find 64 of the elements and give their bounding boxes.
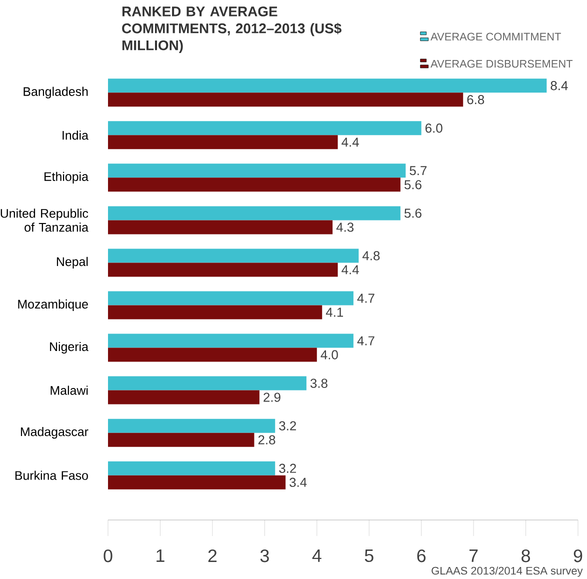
bar [108, 178, 400, 192]
data-label: 4.4 [342, 265, 359, 274]
data-label: 5.7 [410, 166, 427, 176]
bar [108, 475, 286, 490]
data-label: 4.7 [357, 336, 374, 346]
bar [108, 390, 260, 404]
x-tick-label: 7 [469, 550, 478, 562]
y-tick-label: Mozambique [18, 299, 88, 312]
x-tick-label: 3 [260, 550, 269, 562]
y-tick-label: United Republic of Tanzania [0, 208, 88, 232]
bar [108, 206, 400, 220]
y-tick-label: Malawi [50, 386, 88, 395]
bar [108, 461, 276, 476]
data-label: 5.6 [404, 208, 422, 218]
y-tick-label: Burkina Faso [15, 470, 88, 480]
bar [108, 248, 359, 263]
data-label: 3.8 [310, 378, 328, 388]
bar [108, 432, 254, 447]
data-label: 4.0 [320, 350, 338, 360]
data-label: 3.4 [290, 478, 307, 487]
data-label: 3.2 [279, 464, 296, 473]
x-tick-label: 9 [574, 550, 582, 562]
x-tick-label: 1 [156, 550, 164, 562]
bar [108, 92, 464, 107]
chart-title: RANKED BY AVERAGE COMMITMENTS, 2012–2013 (US$ MILLION) [122, 6, 342, 54]
data-label: 2.8 [258, 435, 276, 444]
data-label: 6.0 [426, 124, 442, 133]
x-tick-label: 6 [417, 550, 426, 562]
x-tick-label: 0 [104, 550, 112, 562]
x-tick-label: 5 [364, 550, 374, 562]
bar [108, 78, 547, 93]
bar [108, 376, 306, 390]
bar [108, 262, 338, 277]
data-label: 5.6 [404, 180, 422, 190]
legend-label: AVERAGE DISBURSEMENT [430, 60, 573, 68]
data-label: 4.4 [342, 138, 359, 147]
bar [108, 164, 406, 178]
x-tick-label: 8 [522, 550, 530, 562]
legend-label: AVERAGE COMMITMENT [430, 32, 561, 41]
data-label: 8.4 [550, 81, 568, 90]
data-label: 2.9 [264, 392, 280, 402]
y-tick-label: Ethiopia [44, 172, 88, 184]
y-tick-label: India [62, 130, 88, 140]
y-tick-label: Madagascar [20, 427, 88, 439]
data-label: 4.7 [357, 294, 374, 303]
y-tick-label: Nigeria [50, 342, 88, 354]
text: GLAAS 2013/2014 ESA survey [432, 566, 583, 577]
y-tick-label: Nepal [56, 256, 88, 269]
bar [108, 220, 333, 234]
data-label: 6.8 [467, 95, 484, 104]
x-tick-label: 4 [312, 550, 322, 562]
data-label: 4.3 [336, 222, 354, 232]
x-tick-label: 2 [208, 550, 217, 562]
data-label: 3.2 [279, 421, 296, 430]
bar [108, 291, 354, 306]
bar [108, 121, 422, 136]
data-label: 4.8 [362, 251, 380, 260]
data-label: 4.1 [326, 308, 344, 317]
bar [108, 305, 322, 320]
bar [108, 418, 276, 433]
bar [108, 135, 338, 150]
bar [108, 334, 354, 348]
bar [108, 348, 317, 362]
y-tick-label: Bangladesh [24, 86, 88, 98]
